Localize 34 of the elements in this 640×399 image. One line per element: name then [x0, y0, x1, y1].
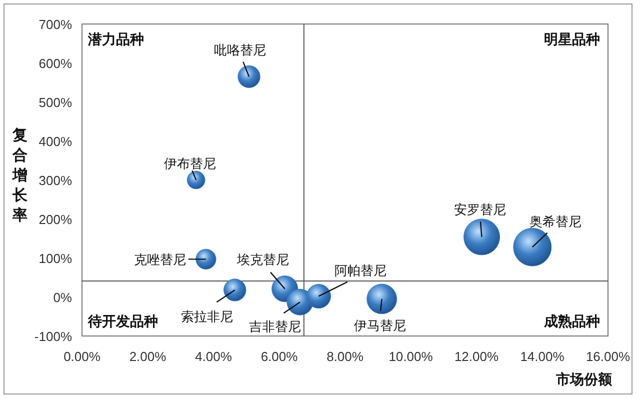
y-tick-label: 500%: [38, 95, 72, 110]
x-tick-label: 12.00%: [454, 349, 499, 364]
annotation: 潜力品种: [87, 31, 144, 47]
annotation: 阿帕替尼: [334, 263, 387, 278]
annotation: 待开发品种: [87, 313, 158, 329]
annotation: 明星品种: [544, 31, 600, 47]
y-tick-label: 300%: [38, 173, 72, 188]
annotation: 索拉非尼: [180, 308, 233, 324]
x-tick-label: 10.00%: [388, 349, 434, 364]
annotation: 伊马替尼: [354, 318, 406, 333]
annotation: 安罗替尼: [454, 202, 506, 217]
x-tick-label: 6.00%: [260, 349, 298, 364]
annotation: 克唑替尼: [134, 252, 186, 268]
annotation: 成熟品种: [543, 313, 600, 329]
x-tick-label: 2.00%: [129, 349, 167, 364]
annotation: 吉非替尼: [248, 319, 301, 334]
annotation: 吡咯替尼: [214, 42, 266, 58]
y-tick-label: 600%: [38, 56, 72, 71]
x-tick-label: 14.00%: [520, 349, 565, 364]
x-axis-title: 市场份额: [555, 371, 613, 387]
y-tick-label: 400%: [38, 134, 72, 149]
annotation: 伊布替尼: [164, 156, 216, 171]
y-axis-title: 复合增长率: [12, 127, 28, 224]
x-tick-label: 4.00%: [195, 349, 232, 364]
y-tick-label: 0%: [53, 290, 72, 305]
x-tick-label: 16.00%: [586, 349, 630, 364]
x-tick-label: 8.00%: [326, 349, 364, 364]
annotation: 埃克替尼: [236, 252, 289, 267]
annotation: 奥希替尼: [529, 214, 582, 230]
y-tick-label: 700%: [38, 17, 72, 32]
x-tick-label: 0.00%: [64, 349, 101, 364]
y-tick-label: 200%: [38, 212, 72, 227]
y-tick-label: -100%: [34, 329, 72, 344]
y-tick-label: 100%: [38, 251, 72, 266]
